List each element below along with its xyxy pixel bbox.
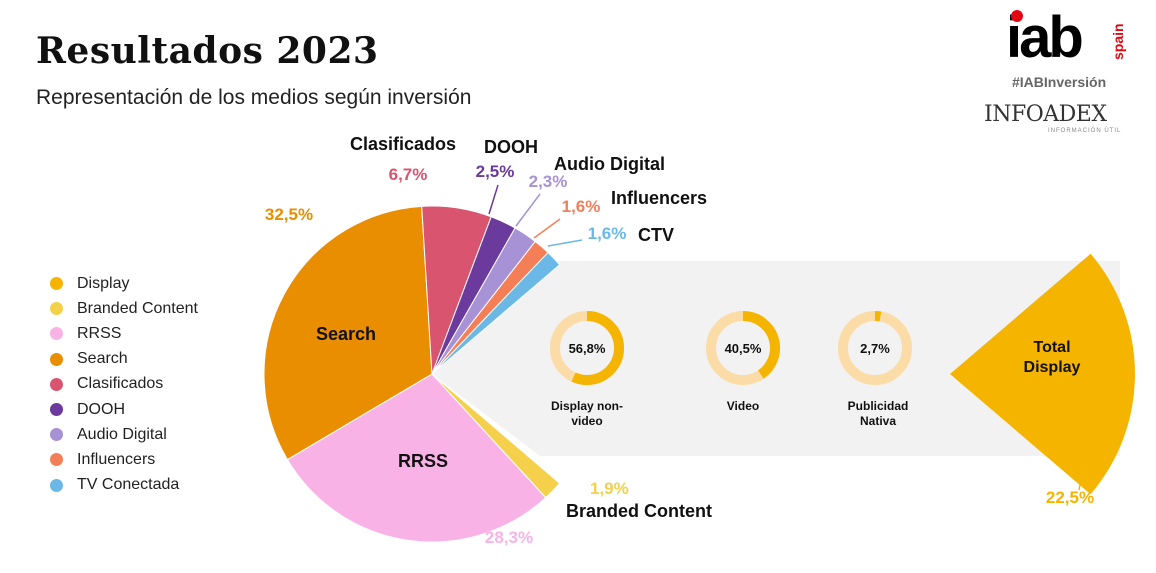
infoadex-logo: INFOADEX <box>984 102 1107 127</box>
slice-pct-rrss: 28,3% <box>485 528 533 547</box>
donut-value: 40,5% <box>725 341 762 356</box>
legend-label: Audio Digital <box>77 425 167 443</box>
legend-label: Search <box>77 350 128 368</box>
slice-pct-audio: 2,3% <box>529 172 568 191</box>
legend-dot-icon <box>50 277 63 291</box>
donut-caption: video <box>571 414 602 428</box>
donut-value: 56,8% <box>569 341 606 356</box>
legend-dot-icon <box>50 327 63 341</box>
legend-item: Search <box>50 347 198 372</box>
pie-slice-display <box>950 253 1135 495</box>
slice-name-clasificados: Clasificados <box>350 134 456 154</box>
total-display-label: Total <box>1033 339 1070 356</box>
iab-logo: iab spain #IABInversión INFOADEX INFORMA… <box>984 8 1136 138</box>
slice-pct-dooh: 2,5% <box>476 162 515 181</box>
slice-labels: 22,5% Branded Content 1,9% RRSS 28,3% Search 3… <box>265 134 1094 547</box>
legend-item: Display <box>50 271 198 296</box>
legend-dot-icon <box>50 302 63 316</box>
legend-label: RRSS <box>77 324 122 342</box>
slice-name-rrss: RRSS <box>398 451 448 471</box>
legend-label: TV Conectada <box>77 476 180 494</box>
slice-pct-branded: 1,9% <box>590 479 629 498</box>
donut-1: 56,8% Display non-video <box>550 311 624 428</box>
legend-item: Branded Content <box>50 296 198 321</box>
donut-caption: Publicidad <box>848 399 909 413</box>
legend: Display Branded Content RRSS Search Clas… <box>50 271 198 498</box>
legend-label: DOOH <box>77 400 125 418</box>
page-title: Resultados 2023 <box>36 30 379 72</box>
display-breakdown-donuts: 56,8% Display non-video 40,5% Video 2,7% Publ… <box>550 311 912 428</box>
legend-dot-icon <box>50 377 63 391</box>
legend-label: Influencers <box>77 450 156 468</box>
slice-name-audio: Audio Digital <box>554 154 665 174</box>
legend-label: Branded Content <box>77 299 198 317</box>
total-display-label: Display <box>1024 359 1081 376</box>
legend-item: TV Conectada <box>50 473 198 498</box>
slice-pct-display: 22,5% <box>1046 488 1094 507</box>
legend-item: Audio Digital <box>50 422 198 447</box>
slice-name-dooh: DOOH <box>484 137 538 157</box>
legend-label: Clasificados <box>77 375 164 393</box>
pie-slices <box>263 205 1135 543</box>
donut-fill <box>706 311 780 385</box>
iab-dot-icon <box>1011 10 1023 22</box>
page-subtitle: Representación de los medios según inver… <box>36 86 472 109</box>
slice-pct-clasificados: 6,7% <box>389 165 428 184</box>
donut-caption: Video <box>727 399 759 413</box>
slice-name-branded: Branded Content <box>566 501 712 521</box>
legend-label: Display <box>77 274 130 292</box>
slice-name-search: Search <box>316 324 376 344</box>
legend-dot-icon <box>50 453 63 467</box>
leader-line-display <box>1078 469 1084 491</box>
legend-item: Influencers <box>50 447 198 472</box>
pie-slice-ctv <box>431 251 561 375</box>
legend-dot-icon <box>50 403 63 417</box>
donut-caption: Nativa <box>860 414 896 428</box>
leader-line-influencers <box>533 218 561 239</box>
leader-line-dooh <box>488 184 499 215</box>
slice-pct-ctv: 1,6% <box>588 224 627 243</box>
slice-name-ctv: CTV <box>638 225 674 245</box>
legend-item: DOOH <box>50 397 198 422</box>
legend-dot-icon <box>50 428 63 442</box>
donut-2: 40,5% Video <box>706 311 780 413</box>
leader-line-audio <box>515 193 541 227</box>
hashtag: #IABInversión <box>1012 74 1107 90</box>
donut-caption: Display non- <box>551 399 623 413</box>
infoadex-tagline: INFORMACIÓN ÚTIL <box>1048 128 1122 134</box>
slice-pct-search: 32,5% <box>265 205 313 224</box>
leader-line-ctv <box>547 239 583 247</box>
slice-pct-influencers: 1,6% <box>562 197 601 216</box>
label-leader-lines <box>488 184 1084 491</box>
legend-item: Clasificados <box>50 372 198 397</box>
donut-value: 2,7% <box>860 341 890 356</box>
donut-fill <box>550 311 624 385</box>
legend-dot-icon <box>50 478 63 492</box>
slice-name-influencers: Influencers <box>611 188 707 208</box>
legend-item: RRSS <box>50 321 198 346</box>
legend-dot-icon <box>50 352 63 366</box>
pie-slice-search <box>263 205 433 461</box>
donut-fill <box>838 311 912 385</box>
pie-slice-rrss <box>286 373 547 543</box>
